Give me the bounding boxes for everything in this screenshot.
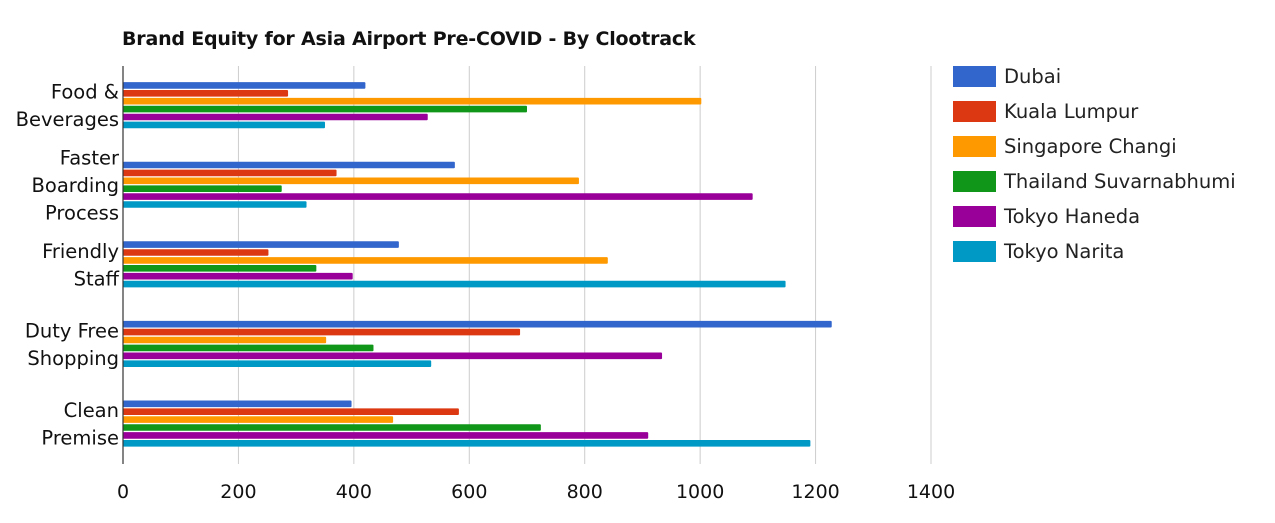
legend-swatch-tokyo-haneda xyxy=(953,206,996,227)
bar-duty-free-thailand-suvarnabhumi xyxy=(123,344,374,352)
legend-label-kuala-lumpur: Kuala Lumpur xyxy=(1004,100,1139,123)
legend-swatch-thailand-suvarnabhumi xyxy=(953,171,996,192)
legend-swatch-kuala-lumpur xyxy=(953,101,996,122)
legend: Dubai Kuala Lumpur Singapore Changi Thailan… xyxy=(953,65,1236,263)
x-tick-1200: 1200 xyxy=(791,481,839,503)
bar-clean-singapore-changi xyxy=(123,416,394,423)
bar-food-thailand-suvarnabhumi xyxy=(123,105,527,113)
x-tick-200: 200 xyxy=(220,481,256,503)
category-label-friendly: Friendly xyxy=(42,240,119,263)
x-tick-1000: 1000 xyxy=(676,481,724,503)
legend-swatch-tokyo-narita xyxy=(953,241,996,262)
x-tick-1400: 1400 xyxy=(907,481,955,503)
category-label-duty-free: Duty Free xyxy=(25,319,119,342)
bar-faster-tokyo-haneda xyxy=(123,193,753,200)
bar-faster-singapore-changi xyxy=(123,177,579,185)
legend-label-tokyo-narita: Tokyo Narita xyxy=(1003,240,1124,263)
bar-clean-thailand-suvarnabhumi xyxy=(123,424,541,431)
bar-duty-free-tokyo-haneda xyxy=(123,352,663,360)
bar-food-tokyo-haneda xyxy=(123,113,428,121)
bar-friendly-singapore-changi xyxy=(123,257,608,264)
legend-label-tokyo-haneda: Tokyo Haneda xyxy=(1003,205,1140,228)
x-tick-0: 0 xyxy=(117,481,129,503)
bar-duty-free-dubai xyxy=(123,320,832,328)
bar-friendly-tokyo-haneda xyxy=(123,272,353,280)
bar-faster-tokyo-narita xyxy=(123,201,307,208)
bar-faster-dubai xyxy=(123,161,455,169)
bar-food-dubai xyxy=(123,82,366,89)
chart-title: Brand Equity for Asia Airport Pre-COVID … xyxy=(122,28,696,50)
bar-faster-kuala-lumpur xyxy=(123,169,337,177)
category-label-food: Food & xyxy=(51,81,119,104)
bar-clean-dubai xyxy=(123,400,352,408)
category-label-boarding: Boarding xyxy=(32,174,119,197)
category-label-clean: Clean xyxy=(64,399,119,422)
bar-duty-free-singapore-changi xyxy=(123,336,327,344)
bars xyxy=(123,82,832,447)
bar-food-tokyo-narita xyxy=(123,121,325,129)
bar-duty-free-kuala-lumpur xyxy=(123,328,521,336)
legend-label-thailand-suvarnabhumi: Thailand Suvarnabhumi xyxy=(1003,170,1236,193)
legend-label-singapore-changi: Singapore Changi xyxy=(1004,135,1177,158)
category-label-process: Process xyxy=(45,201,119,224)
bar-food-singapore-changi xyxy=(123,97,702,105)
bar-friendly-dubai xyxy=(123,241,399,248)
bar-clean-kuala-lumpur xyxy=(123,408,459,415)
x-tick-600: 600 xyxy=(451,481,487,503)
x-tick-800: 800 xyxy=(567,481,603,503)
bar-faster-thailand-suvarnabhumi xyxy=(123,185,282,192)
x-tick-labels: 0 200 400 600 800 1000 1200 1400 xyxy=(117,481,955,503)
bar-friendly-thailand-suvarnabhumi xyxy=(123,265,317,272)
bar-friendly-kuala-lumpur xyxy=(123,249,269,256)
bar-food-kuala-lumpur xyxy=(123,90,289,97)
category-label-staff: Staff xyxy=(74,267,120,290)
bar-clean-tokyo-haneda xyxy=(123,432,649,439)
legend-swatch-singapore-changi xyxy=(953,136,996,157)
category-labels: Food & Beverages Faster Boarding Process Frie… xyxy=(16,81,120,450)
category-label-shopping: Shopping xyxy=(27,347,119,370)
bar-duty-free-tokyo-narita xyxy=(123,360,432,367)
legend-label-dubai: Dubai xyxy=(1004,65,1061,88)
category-label-faster: Faster xyxy=(60,146,120,169)
category-label-premise: Premise xyxy=(41,426,119,449)
category-label-beverages: Beverages xyxy=(16,108,119,131)
x-tick-400: 400 xyxy=(336,481,372,503)
bar-friendly-tokyo-narita xyxy=(123,280,786,288)
bar-clean-tokyo-narita xyxy=(123,440,811,447)
legend-swatch-dubai xyxy=(953,66,996,87)
